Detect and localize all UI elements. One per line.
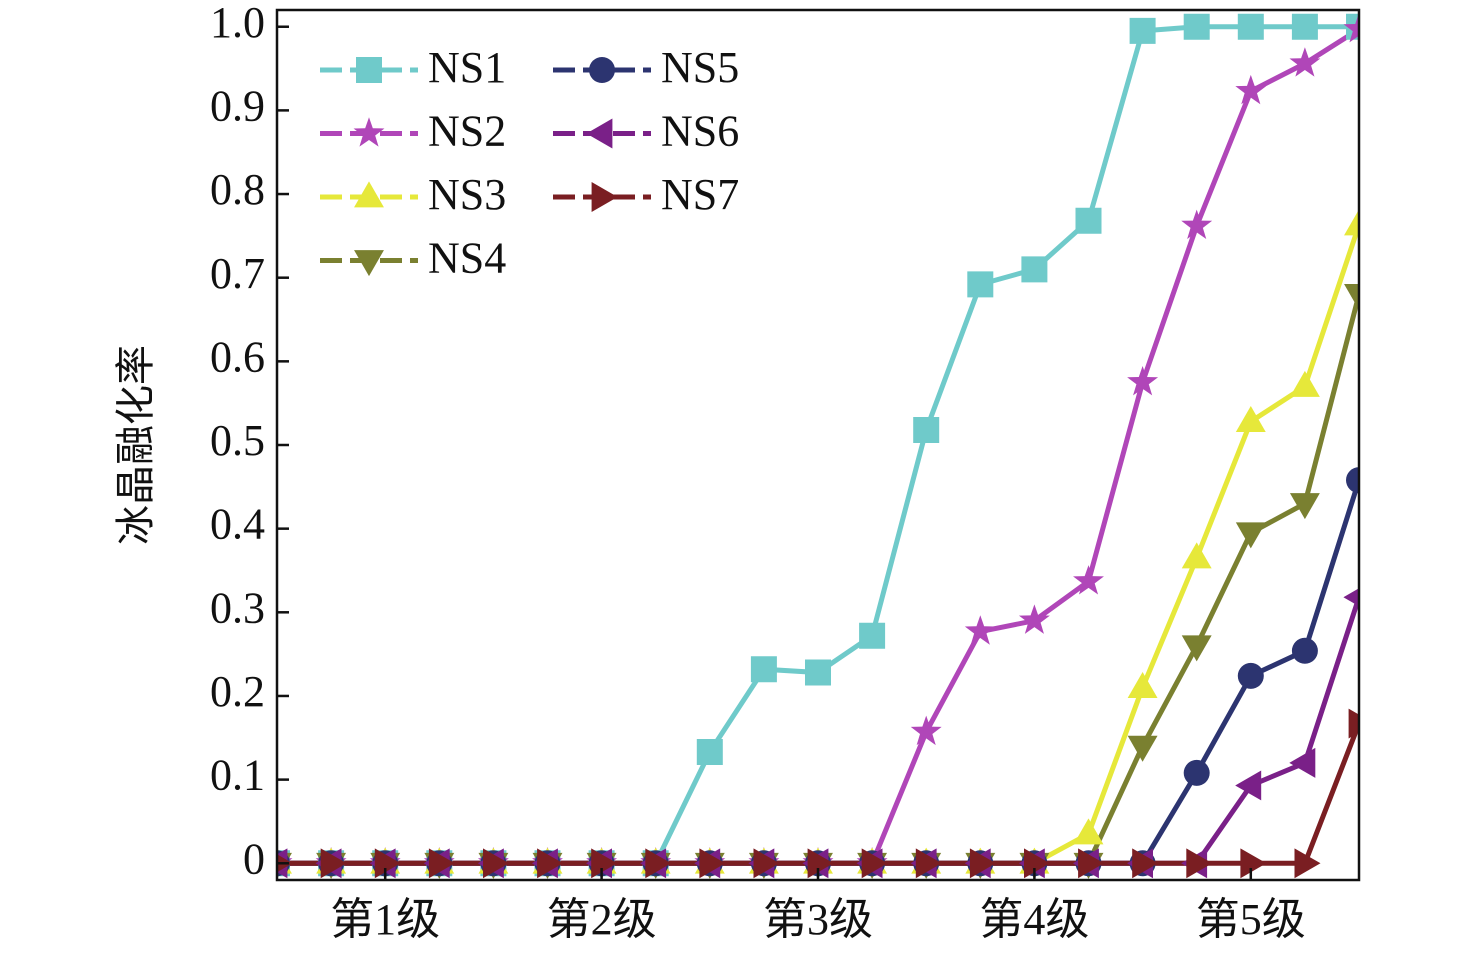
marker: [964, 615, 996, 645]
marker: [967, 271, 994, 298]
marker: [1294, 848, 1321, 879]
y-tick-label: 0.9: [210, 81, 265, 130]
marker: [1181, 209, 1213, 239]
marker: [1343, 12, 1359, 43]
marker: [1289, 47, 1321, 77]
marker: [807, 848, 834, 879]
marker: [699, 848, 726, 879]
marker: [1235, 522, 1266, 549]
marker: [483, 848, 509, 879]
marker: [428, 848, 455, 879]
legend-marker: [354, 181, 384, 208]
legend-marker: [356, 57, 382, 83]
y-tick-label: 0: [243, 834, 265, 883]
legend-label: NS5: [661, 43, 739, 92]
legend-marker: [353, 117, 385, 147]
marker: [1343, 588, 1359, 607]
marker: [805, 659, 831, 686]
marker: [1127, 735, 1158, 762]
legend-label: NS3: [428, 170, 506, 219]
marker: [1127, 671, 1158, 698]
y-tick-label: 0.5: [210, 416, 265, 465]
marker: [1183, 759, 1210, 786]
y-tick-label: 0.7: [210, 249, 265, 298]
marker: [1127, 366, 1159, 396]
marker: [1289, 370, 1320, 397]
legend-label: NS4: [428, 234, 506, 283]
marker: [1073, 818, 1104, 845]
marker: [910, 715, 942, 746]
legend-label: NS7: [661, 170, 739, 219]
x-tick-label: 第4级: [979, 895, 1089, 944]
plot-area: [277, 12, 1359, 879]
marker: [913, 416, 940, 443]
marker: [1075, 207, 1102, 234]
legend-marker: [586, 118, 613, 149]
marker: [537, 848, 564, 879]
marker: [915, 848, 942, 879]
marker: [696, 739, 723, 766]
y-tick-label: 0.8: [210, 165, 265, 214]
legend-label: NS6: [661, 107, 739, 156]
marker: [1183, 13, 1210, 40]
marker: [1073, 565, 1104, 595]
marker: [320, 848, 347, 879]
marker: [1344, 284, 1359, 311]
legend-label: NS1: [428, 43, 506, 92]
marker: [1078, 848, 1105, 879]
legend-marker: [589, 57, 615, 83]
x-tick-label: 第1级: [330, 895, 440, 944]
marker: [1289, 493, 1320, 520]
marker: [1129, 17, 1156, 44]
marker: [1291, 637, 1318, 664]
marker: [1344, 209, 1359, 236]
marker: [969, 848, 996, 879]
marker: [1021, 256, 1048, 283]
marker: [1186, 848, 1213, 879]
marker: [645, 848, 672, 879]
marker: [1132, 848, 1159, 879]
y-tick-label: 0.1: [210, 751, 265, 800]
legend-marker: [354, 250, 384, 277]
legend-marker: [591, 182, 618, 212]
y-tick-label: 0.6: [210, 332, 265, 381]
y-axis-label: 冰晶融化率: [113, 345, 158, 545]
marker: [1235, 405, 1266, 432]
y-tick-label: 0.4: [210, 500, 265, 549]
marker: [1024, 848, 1050, 879]
marker: [1181, 542, 1212, 569]
marker: [753, 848, 780, 879]
marker: [374, 848, 401, 879]
marker: [861, 848, 888, 879]
marker: [859, 622, 886, 649]
x-tick-label: 第2级: [547, 895, 657, 944]
marker: [1237, 13, 1264, 40]
marker: [1235, 74, 1267, 105]
marker: [1181, 635, 1212, 662]
y-tick-label: 1.0: [210, 0, 265, 47]
legend-label: NS2: [428, 107, 506, 156]
marker: [1348, 708, 1359, 739]
marker: [591, 848, 618, 879]
marker: [1346, 467, 1359, 494]
marker: [1018, 604, 1050, 634]
marker: [1289, 747, 1316, 778]
series-line: [277, 722, 1359, 866]
marker: [1235, 770, 1262, 801]
marker: [750, 656, 777, 683]
x-tick-label: 第5级: [1196, 895, 1306, 944]
y-tick-label: 0.3: [210, 583, 265, 632]
marker: [1240, 848, 1267, 879]
marker: [1291, 13, 1318, 40]
marker: [1237, 662, 1264, 689]
y-tick-label: 0.2: [210, 667, 265, 716]
x-tick-label: 第3级: [763, 895, 873, 944]
